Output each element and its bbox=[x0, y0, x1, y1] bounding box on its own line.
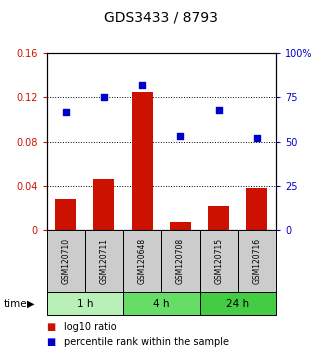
Text: 1 h: 1 h bbox=[76, 298, 93, 309]
Bar bbox=[208, 206, 229, 230]
Point bbox=[216, 107, 221, 113]
FancyBboxPatch shape bbox=[200, 230, 238, 292]
Bar bbox=[93, 179, 115, 230]
Point bbox=[140, 82, 145, 88]
FancyBboxPatch shape bbox=[123, 230, 161, 292]
FancyBboxPatch shape bbox=[200, 292, 276, 315]
Text: ■: ■ bbox=[47, 322, 56, 332]
Text: time: time bbox=[3, 298, 27, 309]
Point bbox=[63, 109, 68, 114]
Bar bbox=[170, 222, 191, 230]
Point bbox=[178, 133, 183, 139]
Bar bbox=[55, 199, 76, 230]
Text: GSM120710: GSM120710 bbox=[61, 238, 70, 284]
Text: GDS3433 / 8793: GDS3433 / 8793 bbox=[104, 11, 217, 25]
Text: ▶: ▶ bbox=[27, 298, 34, 309]
Text: log10 ratio: log10 ratio bbox=[64, 322, 117, 332]
FancyBboxPatch shape bbox=[47, 230, 85, 292]
FancyBboxPatch shape bbox=[161, 230, 200, 292]
Text: 4 h: 4 h bbox=[153, 298, 169, 309]
Text: GSM120715: GSM120715 bbox=[214, 238, 223, 284]
Text: ■: ■ bbox=[47, 337, 56, 347]
Text: GSM120711: GSM120711 bbox=[100, 238, 108, 284]
Text: GSM120716: GSM120716 bbox=[252, 238, 261, 284]
Text: GSM120648: GSM120648 bbox=[138, 238, 147, 284]
FancyBboxPatch shape bbox=[47, 292, 123, 315]
Bar bbox=[247, 188, 267, 230]
Point bbox=[101, 95, 107, 100]
Text: percentile rank within the sample: percentile rank within the sample bbox=[64, 337, 229, 347]
FancyBboxPatch shape bbox=[238, 230, 276, 292]
Bar bbox=[132, 92, 153, 230]
FancyBboxPatch shape bbox=[123, 292, 200, 315]
Point bbox=[254, 135, 259, 141]
Text: 24 h: 24 h bbox=[226, 298, 249, 309]
FancyBboxPatch shape bbox=[85, 230, 123, 292]
Text: GSM120708: GSM120708 bbox=[176, 238, 185, 284]
